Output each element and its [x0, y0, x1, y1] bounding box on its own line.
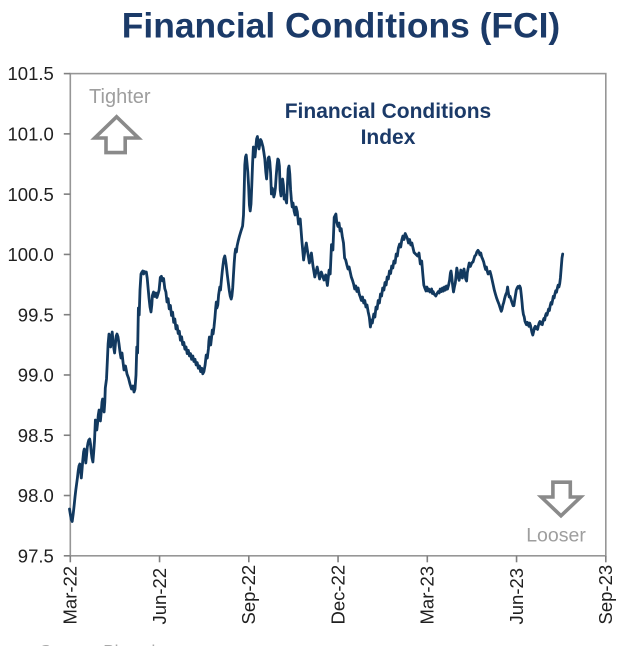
svg-text:100.5: 100.5	[8, 184, 54, 205]
svg-text:Jun-23: Jun-23	[506, 568, 527, 625]
svg-text:101.0: 101.0	[8, 123, 54, 144]
svg-text:Sep-23: Sep-23	[595, 565, 616, 625]
svg-text:Tighter: Tighter	[89, 86, 151, 108]
svg-text:Dec-22: Dec-22	[327, 565, 348, 625]
svg-text:Financial Conditions (FCI): Financial Conditions (FCI)	[122, 5, 560, 45]
svg-text:97.5: 97.5	[18, 545, 54, 566]
svg-text:Mar-23: Mar-23	[417, 566, 438, 625]
svg-text:Looser: Looser	[526, 525, 586, 547]
svg-text:Financial Conditions: Financial Conditions	[285, 100, 492, 123]
svg-text:100.0: 100.0	[8, 244, 54, 265]
svg-text:101.5: 101.5	[8, 63, 54, 84]
svg-text:98.5: 98.5	[18, 425, 54, 446]
svg-text:Index: Index	[361, 126, 416, 149]
svg-text:Sep-22: Sep-22	[238, 565, 259, 625]
svg-text:Mar-22: Mar-22	[60, 566, 81, 625]
svg-text:Source: Bloomberg: Source: Bloomberg	[40, 642, 186, 646]
svg-text:Jun-22: Jun-22	[149, 568, 170, 625]
svg-text:98.0: 98.0	[18, 485, 54, 506]
svg-text:99.0: 99.0	[18, 365, 54, 386]
svg-text:99.5: 99.5	[18, 304, 54, 325]
